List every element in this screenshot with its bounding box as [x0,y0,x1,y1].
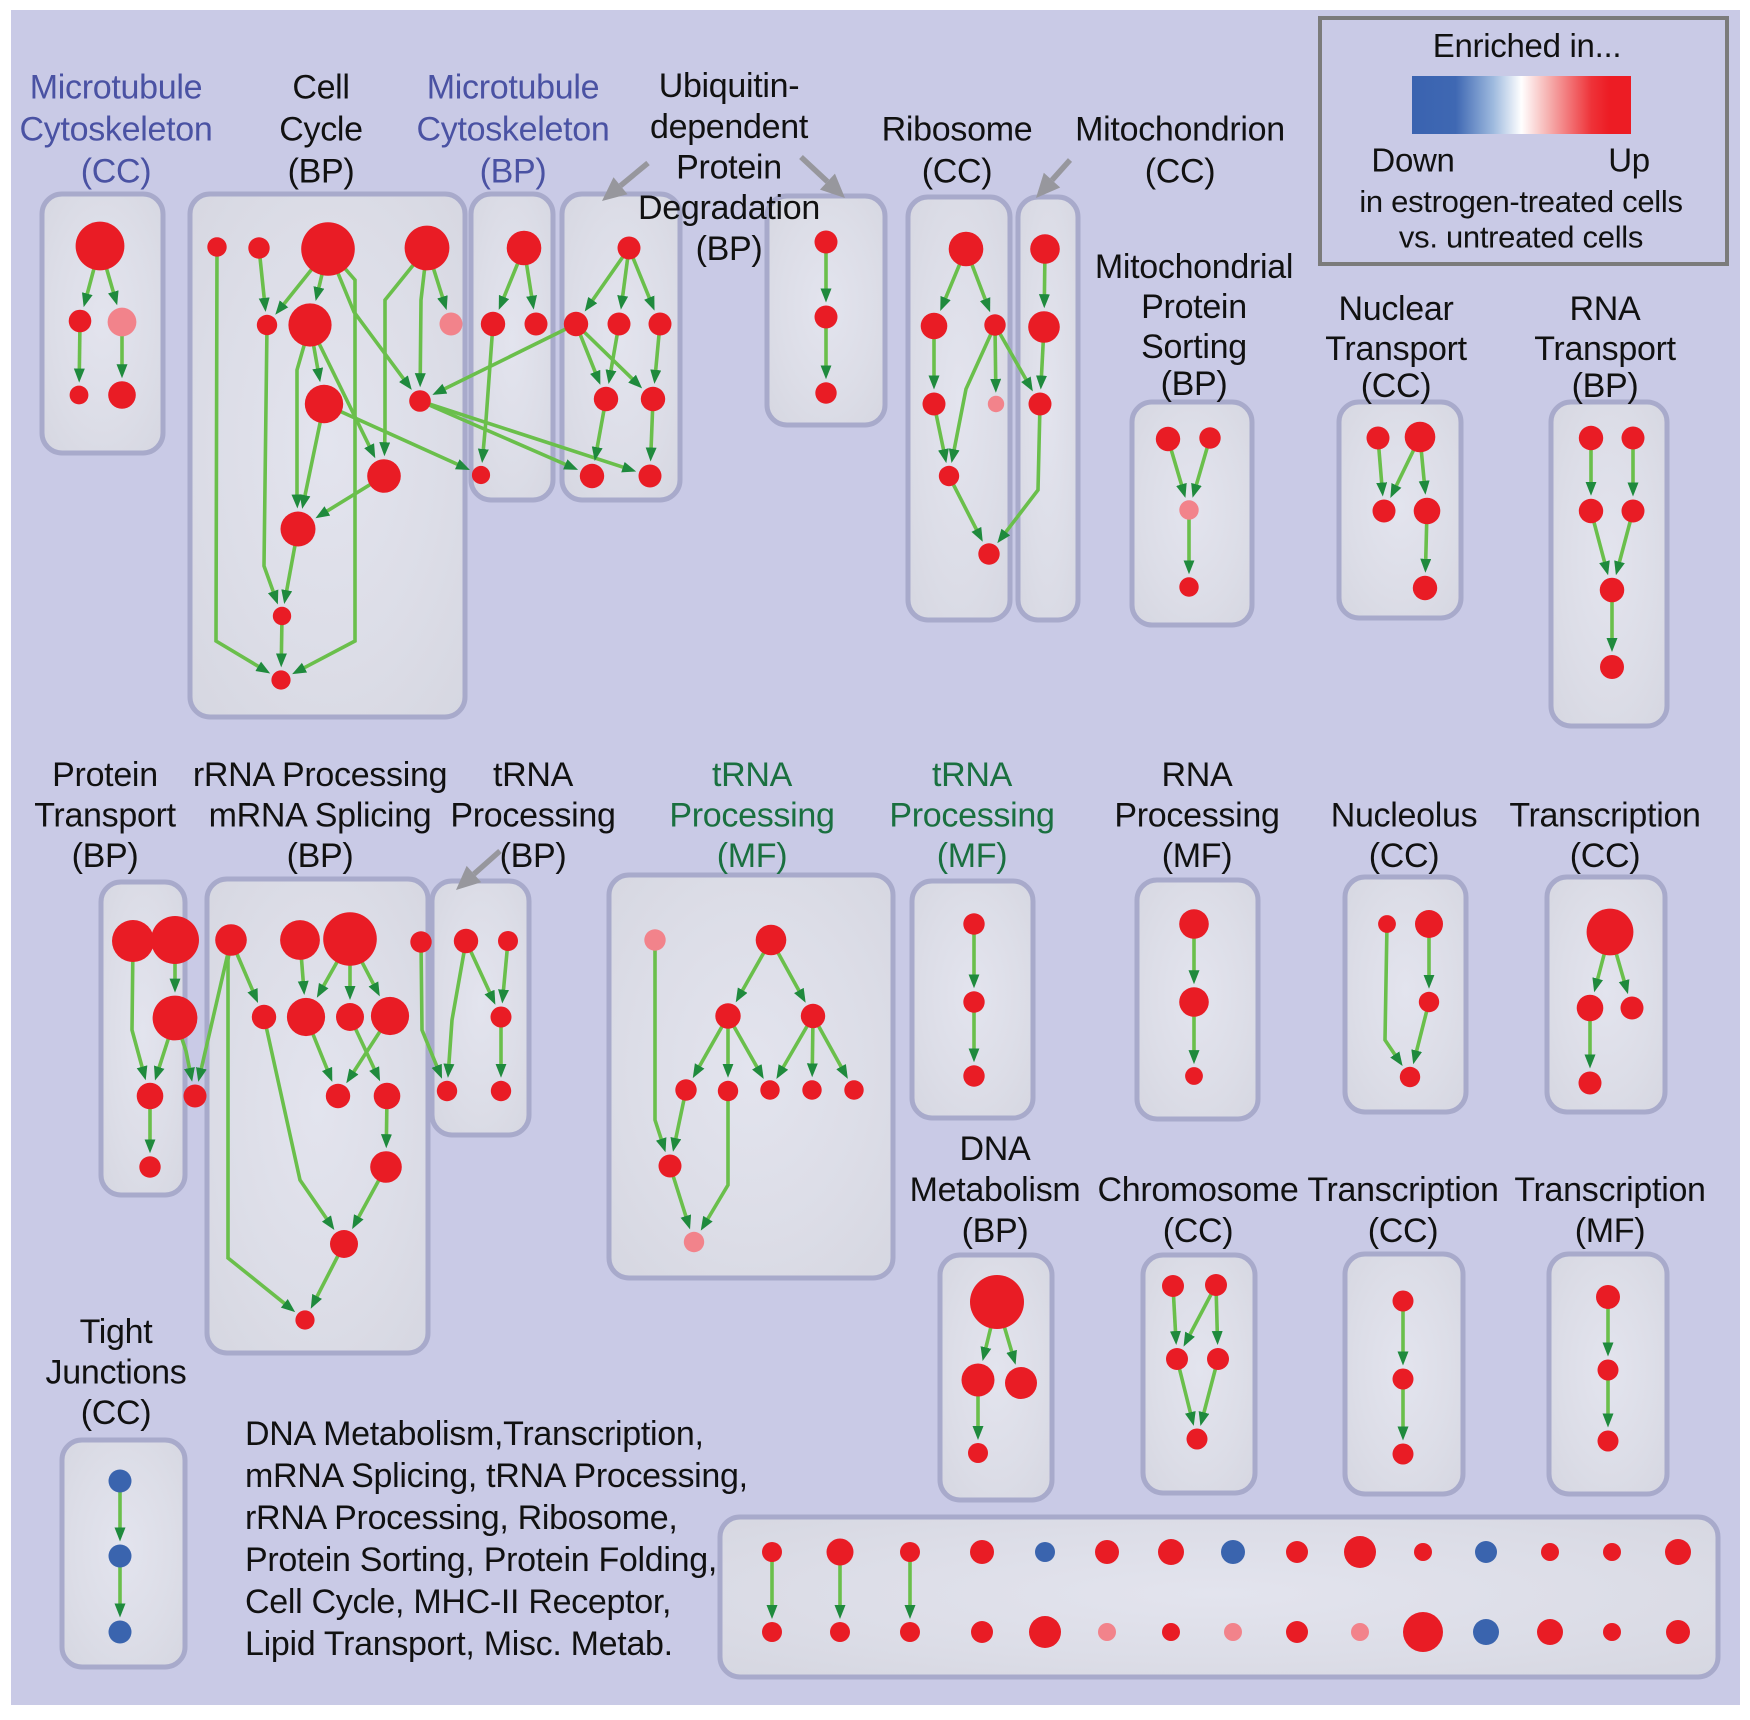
svg-text:Mitochondrion: Mitochondrion [1075,111,1285,149]
svg-text:rRNA Processing, Ribosome,: rRNA Processing, Ribosome, [245,1499,677,1537]
svg-text:(CC): (CC) [1369,837,1440,875]
svg-text:Degradation: Degradation [638,189,820,227]
svg-text:Cell Cycle, MHC-II Receptor,: Cell Cycle, MHC-II Receptor, [245,1583,671,1621]
svg-text:Tight: Tight [80,1313,154,1351]
svg-text:DNA Metabolism,Transcription,: DNA Metabolism,Transcription, [245,1415,704,1453]
svg-text:RNA: RNA [1162,756,1234,794]
svg-text:(CC): (CC) [922,153,993,191]
svg-text:(CC): (CC) [1570,837,1641,875]
svg-text:(BP): (BP) [696,230,763,268]
svg-text:Microtubule: Microtubule [427,69,599,107]
svg-text:Cytoskeleton: Cytoskeleton [20,111,213,149]
svg-text:Mitochondrial: Mitochondrial [1095,248,1293,286]
svg-text:Processing: Processing [669,797,834,835]
svg-text:(BP): (BP) [962,1212,1029,1250]
svg-text:Processing: Processing [1114,797,1279,835]
svg-text:Nuclear: Nuclear [1338,290,1453,328]
svg-text:dependent: dependent [650,108,809,146]
svg-text:(MF): (MF) [717,837,788,875]
svg-text:(CC): (CC) [1145,153,1216,191]
svg-text:tRNA: tRNA [932,756,1013,794]
svg-text:Nucleolus: Nucleolus [1331,797,1478,835]
svg-text:Down: Down [1371,142,1454,179]
svg-text:(BP): (BP) [288,153,355,191]
svg-text:Protein: Protein [1141,288,1247,326]
svg-text:(BP): (BP) [480,153,547,191]
svg-text:Transcription: Transcription [1514,1171,1705,1209]
svg-text:Transport: Transport [1325,330,1467,368]
svg-text:Ribosome: Ribosome [882,111,1033,149]
svg-text:tRNA: tRNA [712,756,793,794]
svg-text:(BP): (BP) [1161,365,1228,403]
svg-text:(BP): (BP) [1572,367,1639,405]
svg-text:RNA: RNA [1570,290,1642,328]
svg-text:Cycle: Cycle [279,111,363,149]
svg-text:Cytoskeleton: Cytoskeleton [417,111,610,149]
svg-text:Transcription: Transcription [1509,797,1700,835]
svg-text:(CC): (CC) [81,153,152,191]
svg-text:(CC): (CC) [1163,1212,1234,1250]
svg-text:(MF): (MF) [937,837,1008,875]
svg-text:rRNA Processing: rRNA Processing [193,756,447,794]
svg-text:Processing: Processing [450,797,615,835]
svg-text:Chromosome: Chromosome [1097,1171,1298,1209]
svg-text:Protein: Protein [52,756,158,794]
svg-text:Protein: Protein [676,149,782,187]
svg-text:(CC): (CC) [1361,367,1432,405]
svg-text:Microtubule: Microtubule [30,69,202,107]
svg-text:Up: Up [1608,142,1650,179]
svg-text:(BP): (BP) [287,837,354,875]
svg-text:(MF): (MF) [1162,837,1233,875]
svg-text:Transport: Transport [34,797,176,835]
svg-text:Processing: Processing [889,797,1054,835]
svg-text:Transcription: Transcription [1307,1171,1498,1209]
svg-text:Protein Sorting, Protein Foldi: Protein Sorting, Protein Folding, [245,1541,717,1579]
svg-text:(MF): (MF) [1575,1212,1646,1250]
svg-text:Cell: Cell [292,69,349,107]
svg-text:tRNA: tRNA [493,756,574,794]
svg-text:in estrogen-treated cells: in estrogen-treated cells [1359,184,1682,219]
svg-text:(CC): (CC) [81,1394,152,1432]
svg-text:mRNA Splicing, tRNA Processing: mRNA Splicing, tRNA Processing, [245,1457,748,1495]
svg-text:mRNA Splicing: mRNA Splicing [209,797,432,835]
svg-text:Sorting: Sorting [1141,328,1247,366]
svg-text:Junctions: Junctions [46,1354,187,1392]
svg-text:DNA: DNA [960,1130,1032,1168]
svg-text:Metabolism: Metabolism [910,1171,1081,1209]
svg-text:Enriched in...: Enriched in... [1433,27,1621,64]
svg-text:Lipid Transport, Misc. Metab.: Lipid Transport, Misc. Metab. [245,1625,673,1663]
svg-text:Ubiquitin-: Ubiquitin- [659,67,800,105]
svg-text:Transport: Transport [1534,330,1676,368]
svg-text:(CC): (CC) [1368,1212,1439,1250]
svg-text:(BP): (BP) [500,837,567,875]
svg-text:vs. untreated cells: vs. untreated cells [1399,220,1643,255]
svg-text:(BP): (BP) [72,837,139,875]
